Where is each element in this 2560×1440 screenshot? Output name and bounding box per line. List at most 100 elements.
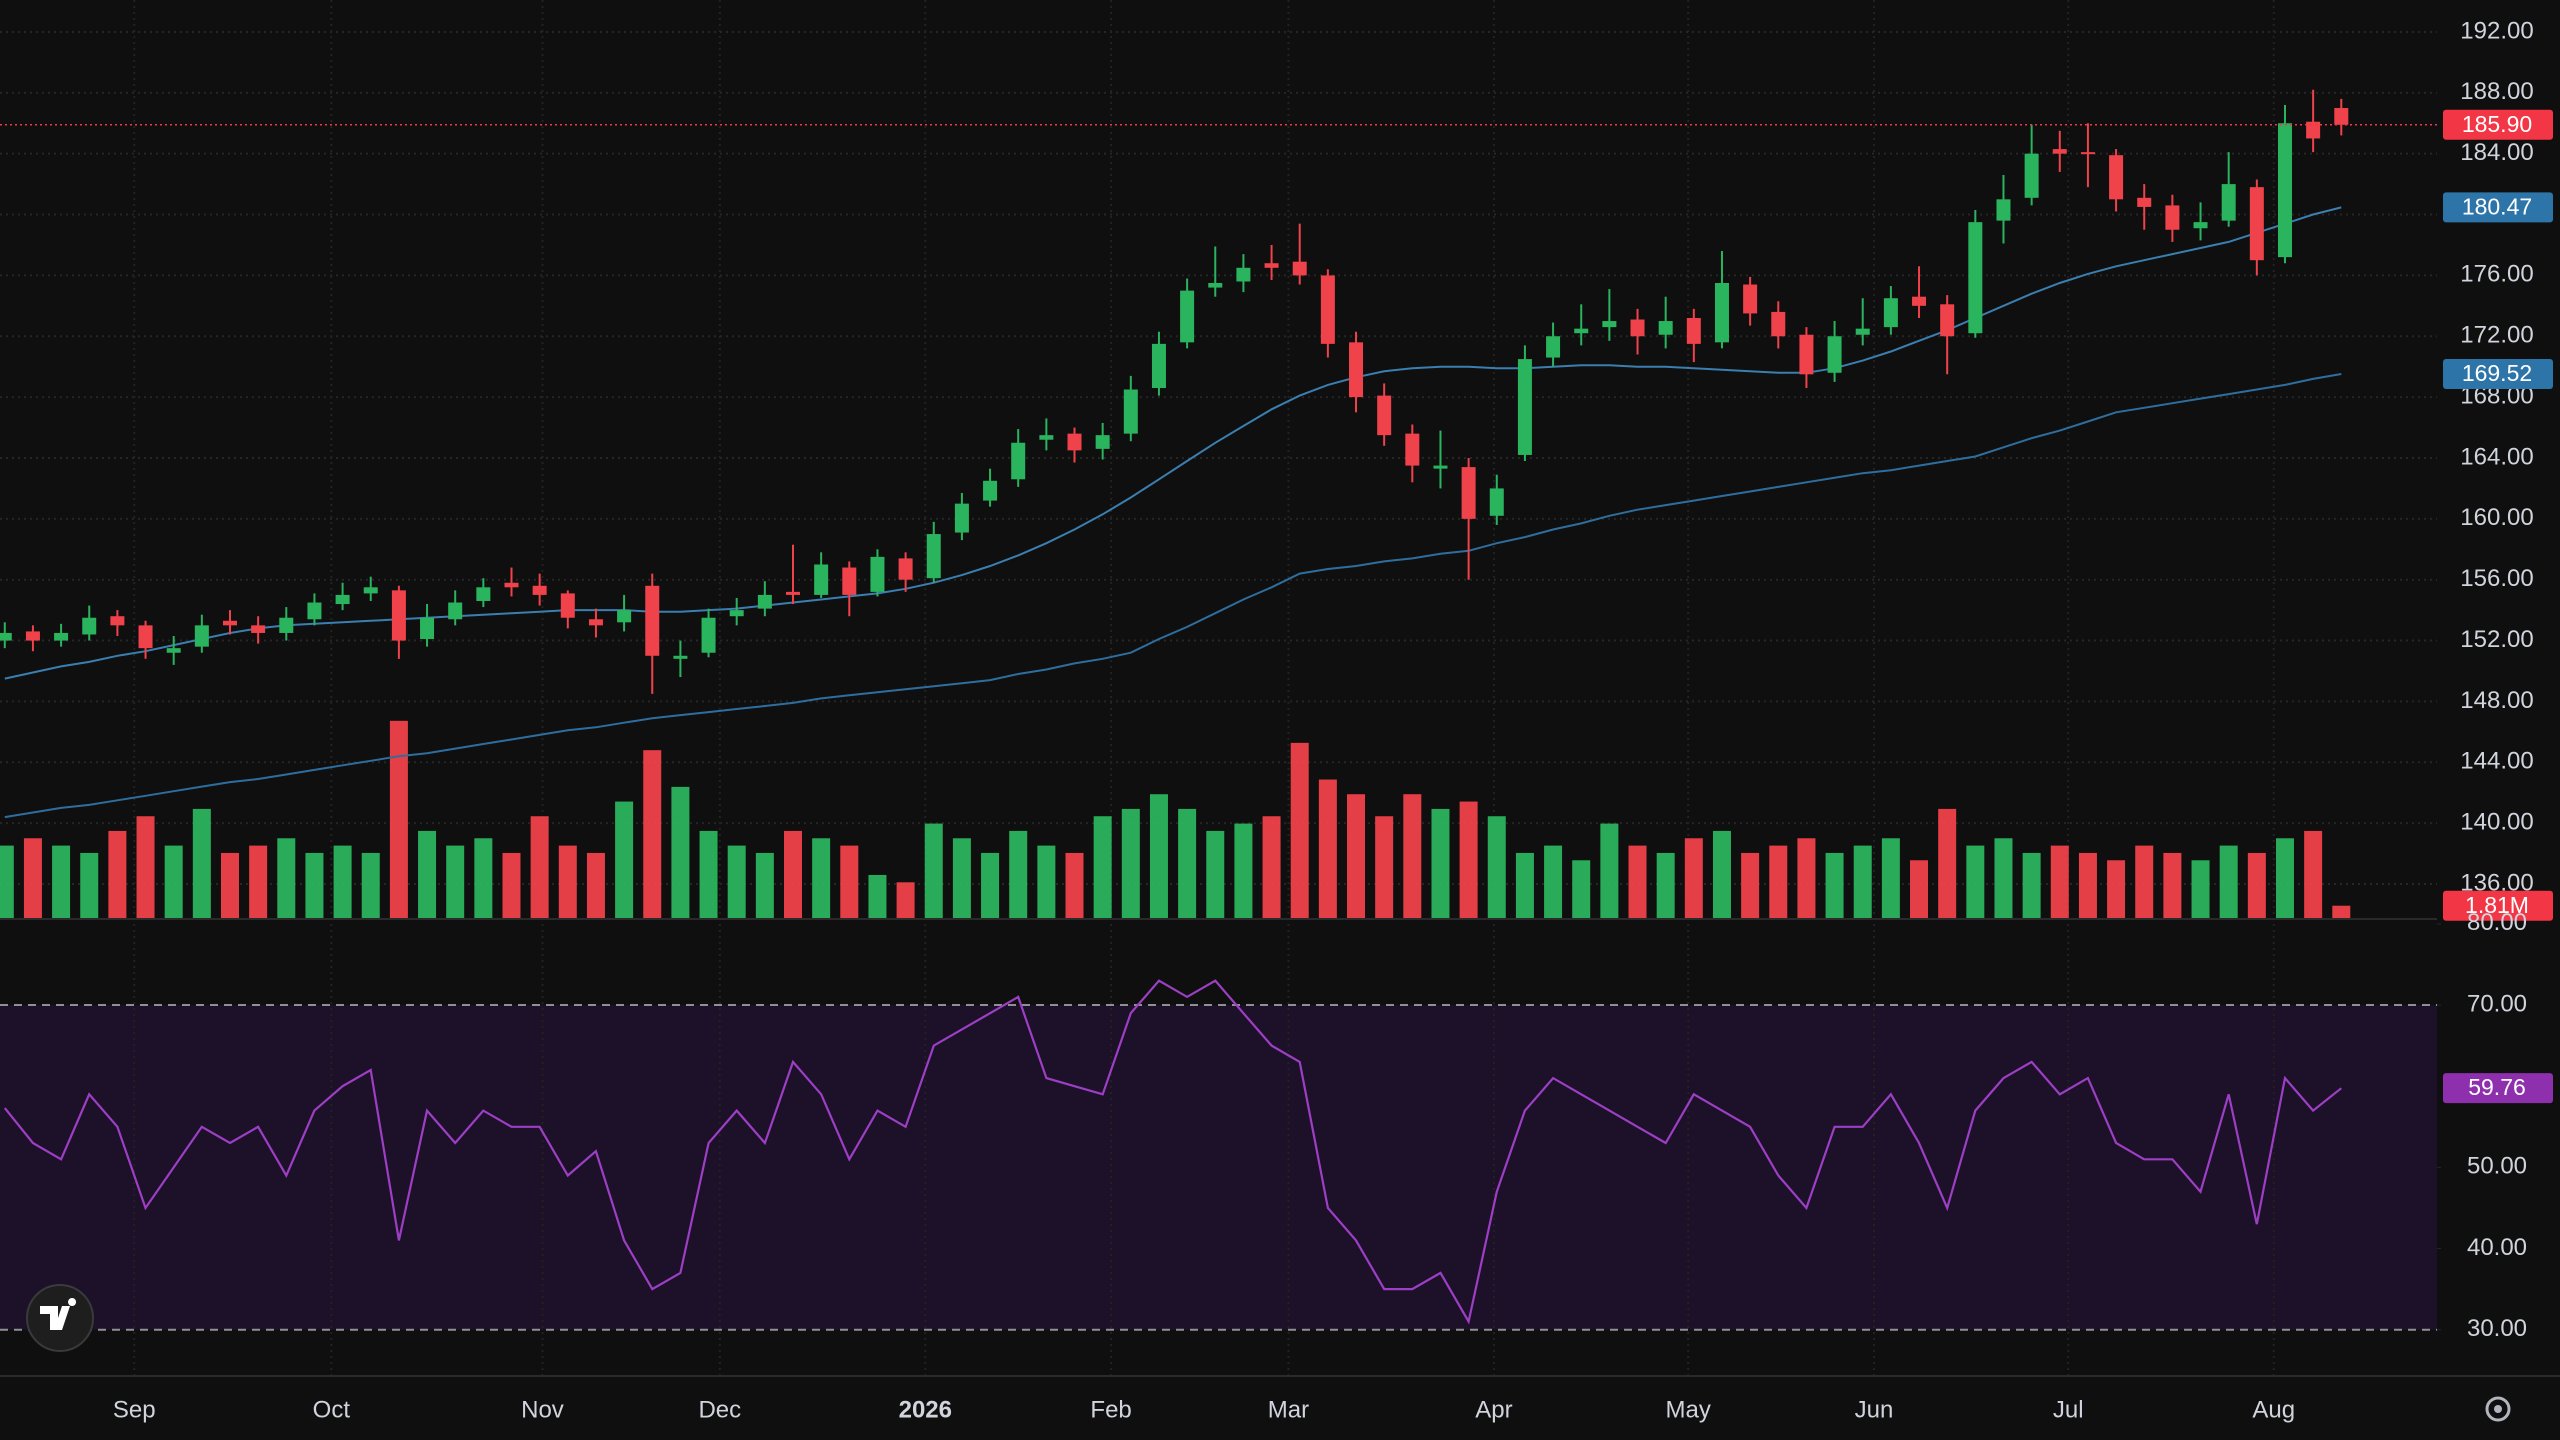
candle-body	[1180, 290, 1195, 343]
volume-bar	[1234, 823, 1253, 919]
candle-body	[1151, 343, 1166, 388]
candle-body	[138, 625, 153, 649]
volume-bar	[1825, 852, 1844, 919]
candle-body	[1546, 336, 1561, 358]
candle-body	[1658, 321, 1673, 335]
volume-bar	[0, 845, 14, 919]
candle-body	[560, 593, 575, 618]
candle-body	[2137, 197, 2152, 207]
volume-bar	[868, 874, 887, 919]
candle-body	[926, 534, 941, 579]
candle-body	[1940, 304, 1955, 337]
volume-bar	[812, 838, 831, 919]
candle-body	[1968, 222, 1983, 334]
candle-body	[701, 617, 716, 653]
y-tick-label: 184.00	[2460, 139, 2533, 166]
volume-bar	[220, 852, 239, 919]
volume-bar	[1572, 860, 1591, 919]
candle-body	[2306, 121, 2321, 139]
candle-body	[1405, 433, 1420, 466]
candle-body	[617, 610, 632, 623]
candle-body	[1095, 435, 1110, 449]
candle-body	[786, 591, 801, 595]
volume-bar	[1037, 845, 1056, 919]
plot	[0, 89, 2437, 1325]
volume-bar	[1910, 860, 1929, 919]
candle-body	[1320, 275, 1335, 344]
volume-bar	[1093, 816, 1112, 919]
y-tick-label: 188.00	[2460, 78, 2533, 105]
candle-body	[1461, 467, 1476, 519]
settings-gear[interactable]	[2485, 1396, 2511, 1422]
volume-bar	[755, 852, 774, 919]
volume-bar	[164, 845, 183, 919]
price-tag	[2443, 109, 2553, 140]
price-tag	[2443, 1073, 2553, 1104]
x-tick-label: Nov	[521, 1396, 564, 1423]
candle-body	[82, 617, 97, 635]
candle-body	[1517, 359, 1532, 455]
price-tag-label: 169.52	[2462, 360, 2532, 386]
volume-bar	[52, 845, 71, 919]
y-tick-label: 160.00	[2460, 504, 2533, 531]
volume-bar	[1009, 830, 1028, 919]
volume-bar	[1318, 779, 1337, 919]
volume-bar	[615, 801, 634, 919]
settings-button[interactable]	[2485, 1396, 2511, 1422]
volume-bar	[1797, 838, 1816, 919]
x-tick-label: Mar	[1268, 1396, 1309, 1423]
volume-bar	[1656, 852, 1675, 919]
candle-body	[645, 585, 660, 656]
volume-bar	[108, 830, 127, 919]
candle-body	[2080, 152, 2095, 155]
y-tick-label: 176.00	[2460, 261, 2533, 288]
x-tick-label: 2026	[899, 1396, 952, 1423]
volume-bar	[502, 852, 521, 919]
logo[interactable]	[26, 1284, 94, 1352]
volume-bar	[1375, 816, 1394, 919]
volume-bar	[1741, 852, 1760, 919]
price-tag-label: 180.47	[2462, 193, 2532, 219]
candle-body	[0, 632, 12, 641]
volume-bar	[1262, 816, 1281, 919]
volume-bar	[2332, 905, 2351, 919]
candle-body	[2165, 205, 2180, 230]
volume-bar	[981, 852, 1000, 919]
candle-body	[1714, 283, 1729, 343]
candle-body	[110, 616, 125, 626]
volume-bar	[446, 845, 465, 919]
volume-bar	[1149, 794, 1168, 919]
volume-bar	[1487, 816, 1506, 919]
candle-body	[2193, 222, 2208, 229]
volume-bar	[2163, 852, 2182, 919]
volume-bar	[1628, 845, 1647, 919]
candle-body	[673, 655, 688, 659]
candle-body	[448, 602, 463, 620]
x-tick-label: Jun	[1855, 1396, 1894, 1423]
candle-body	[504, 582, 519, 588]
x-tick-label: Feb	[1090, 1396, 1131, 1423]
candle-body	[729, 610, 744, 617]
candle-body	[279, 617, 294, 633]
candle-body	[1996, 199, 2011, 221]
volume-bar	[2135, 845, 2154, 919]
x-tick-label: Jul	[2053, 1396, 2084, 1423]
rsi-line	[3, 979, 2342, 1325]
volume-bar	[530, 816, 549, 919]
axes: 136.00140.00144.00148.00152.00156.00160.…	[113, 17, 2553, 1423]
y-tick-label: 50.00	[2467, 1153, 2527, 1180]
candle-body	[1208, 283, 1223, 288]
volume-bar	[643, 750, 662, 919]
candle-body	[2221, 184, 2236, 221]
candle-body	[251, 625, 266, 633]
volume-bar	[1206, 830, 1225, 919]
volume-bar	[1853, 845, 1872, 919]
candle-body	[1123, 389, 1138, 434]
candle-body	[870, 556, 885, 592]
x-tick-label: Oct	[313, 1396, 351, 1423]
volume-bar	[1994, 838, 2013, 919]
volume-bar	[1966, 845, 1985, 919]
candle-body	[1630, 319, 1645, 337]
